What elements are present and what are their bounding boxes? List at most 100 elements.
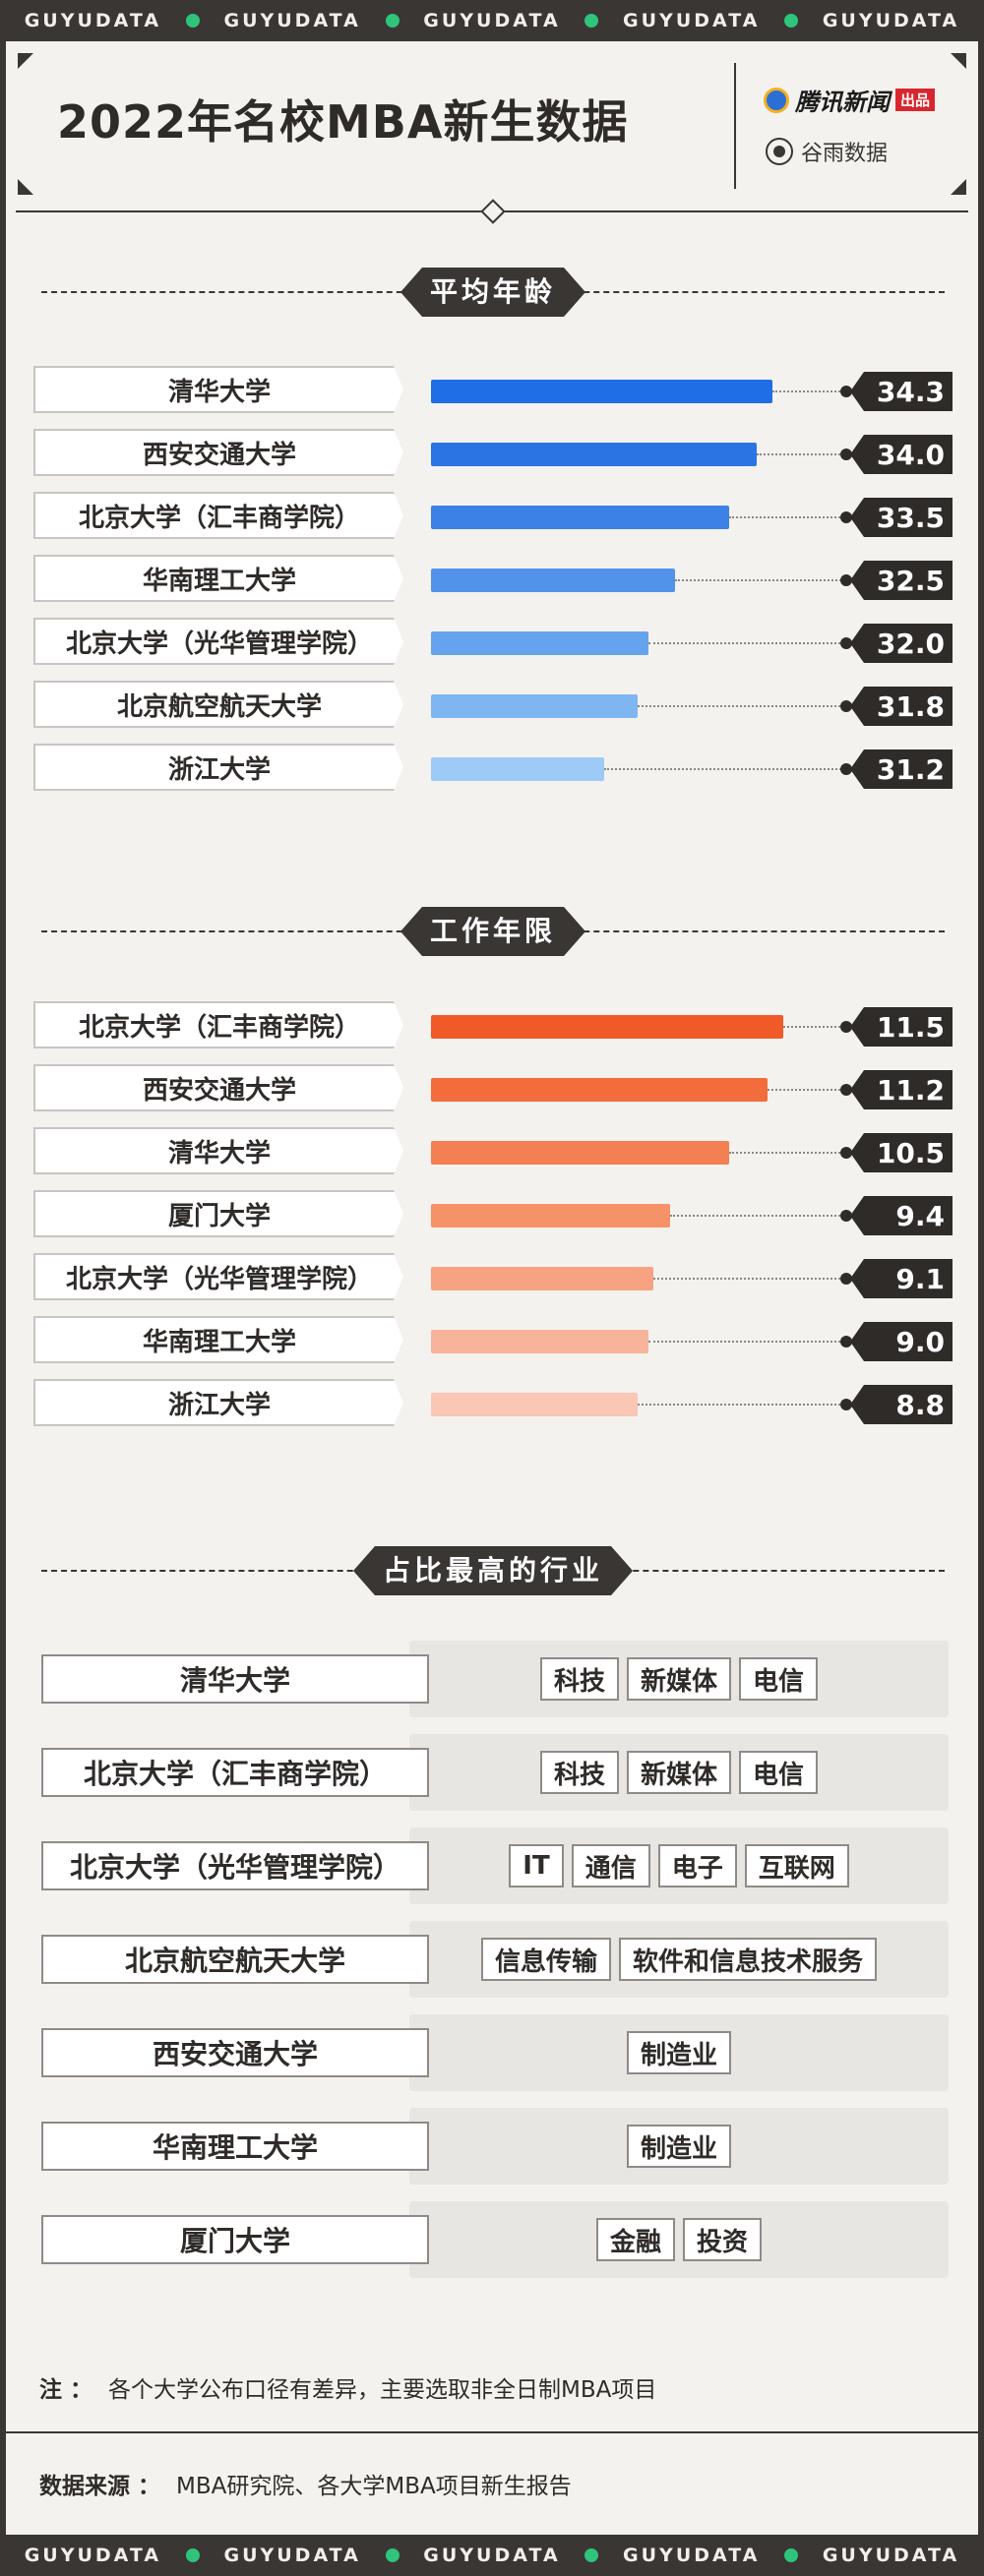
ticker-word: GUYUDATA <box>423 2545 561 2566</box>
leader-dot-icon <box>840 1147 852 1159</box>
industry-chip: 信息传输 <box>480 1938 611 1981</box>
ticker-word: GUYUDATA <box>223 2545 361 2566</box>
industry-chip-group: 金融 投资 <box>409 2215 949 2264</box>
paper: 2022年名校MBA新生数据 腾讯新闻 出品 谷雨数据 平均年龄 清华大学 34.… <box>6 41 978 2535</box>
leader-dot-icon <box>840 1021 852 1033</box>
leader-dot-icon <box>840 511 852 523</box>
brand2-name: 谷雨数据 <box>801 142 889 166</box>
bar-category-label: 北京大学（汇丰商学院） <box>33 1001 403 1048</box>
green-dot-icon <box>185 2548 200 2562</box>
section-age: 平均年龄 <box>41 268 945 317</box>
leader-dot-icon <box>840 637 852 649</box>
section-work-years: 工作年限 <box>41 907 945 956</box>
ticker-top: GUYUDATA GUYUDATA GUYUDATA GUYUDATA GUYUDATA <box>0 0 984 41</box>
bar-row: 浙江大学 31.2 <box>33 744 968 791</box>
brand1-tag: 出品 <box>895 89 936 111</box>
footnote: 注 ： 各个大学公布口径有差异，主要选取非全日制MBA项目 <box>39 2370 656 2404</box>
leader-dot-icon <box>840 386 852 397</box>
header: 2022年名校MBA新生数据 腾讯新闻 出品 谷雨数据 <box>6 41 978 207</box>
leader-line <box>653 1278 844 1280</box>
leader-line <box>783 1026 844 1028</box>
school-label: 清华大学 <box>41 1654 429 1704</box>
bar-value-label: 33.5 <box>850 498 953 537</box>
bar-category-label: 浙江大学 <box>33 744 403 791</box>
school-label: 北京大学（光华管理学院） <box>41 1841 429 1890</box>
bar-value-label: 11.2 <box>850 1070 953 1109</box>
bar-value-label: 8.8 <box>850 1385 953 1424</box>
brand-guyu-data: 谷雨数据 <box>766 136 888 167</box>
leader-dot-icon <box>840 449 852 460</box>
bar <box>431 1267 653 1290</box>
leader-line <box>772 390 844 392</box>
leader-line <box>648 642 844 644</box>
bar-value-label: 32.0 <box>850 624 953 663</box>
green-dot-icon <box>784 14 799 28</box>
industry-chip: 电信 <box>739 1751 819 1794</box>
ticker-word: GUYUDATA <box>423 10 561 31</box>
bar-row: 华南理工大学 32.5 <box>33 555 968 602</box>
bar-category-label: 华南理工大学 <box>33 1316 403 1363</box>
footer-rule <box>6 2431 978 2433</box>
school-label: 北京航空航天大学 <box>41 1935 429 1984</box>
leader-line <box>757 453 844 455</box>
ticker-word: GUYUDATA <box>822 2545 960 2566</box>
bar-value-label: 31.8 <box>850 687 953 726</box>
bar <box>431 1393 638 1416</box>
industry-chip: 软件和信息技术服务 <box>619 1938 878 1981</box>
green-dot-icon <box>385 14 400 28</box>
brand-tencent-news: 腾讯新闻 出品 <box>764 83 936 117</box>
source-label: 数据来源 ： <box>39 2474 161 2499</box>
school-label: 北京大学（汇丰商学院） <box>41 1748 429 1797</box>
data-source: 数据来源 ： MBA研究院、各大学MBA项目新生报告 <box>39 2467 572 2500</box>
section-title: 平均年龄 <box>400 268 585 317</box>
leader-dot-icon <box>840 700 852 712</box>
leader-dot-icon <box>840 763 852 775</box>
bar-category-label: 清华大学 <box>33 1127 403 1174</box>
bar-value-label: 32.5 <box>850 561 953 600</box>
ticker-bottom: GUYUDATA GUYUDATA GUYUDATA GUYUDATA GUYUDATA <box>0 2535 984 2576</box>
bar-category-label: 北京大学（光华管理学院） <box>33 618 403 665</box>
note-label: 注 ： <box>39 2377 93 2403</box>
leader-line <box>675 579 844 581</box>
bar-row: 清华大学 10.5 <box>33 1127 968 1174</box>
bar-row: 北京航空航天大学 31.8 <box>33 681 968 728</box>
industry-chip: 新媒体 <box>626 1751 731 1794</box>
bar <box>431 1015 783 1039</box>
bar-value-label: 9.1 <box>850 1259 953 1298</box>
industry-chip-group: 信息传输 软件和信息技术服务 <box>409 1935 949 1984</box>
industry-chip: 新媒体 <box>626 1657 731 1701</box>
industry-chip: 投资 <box>683 2218 763 2261</box>
leader-dot-icon <box>840 1084 852 1096</box>
leader-dot-icon <box>840 574 852 586</box>
bar <box>431 631 648 655</box>
bar-row: 北京大学（汇丰商学院） 33.5 <box>33 492 968 539</box>
green-dot-icon <box>584 2548 599 2562</box>
tencent-news-logo-icon <box>764 87 789 113</box>
green-dot-icon <box>185 14 200 28</box>
ticker-word: GUYUDATA <box>822 10 960 31</box>
corner-mark <box>18 53 33 69</box>
bar-value-label: 11.5 <box>850 1007 953 1047</box>
leader-dot-icon <box>840 1399 852 1410</box>
leader-line <box>638 1404 844 1406</box>
bar <box>431 380 772 403</box>
bar-row: 华南理工大学 9.0 <box>33 1316 968 1363</box>
leader-line <box>648 1341 844 1343</box>
bar-value-label: 34.0 <box>850 435 953 474</box>
bar <box>431 757 604 781</box>
leader-dot-icon <box>840 1336 852 1348</box>
section-title: 工作年限 <box>400 907 585 956</box>
source-text: MBA研究院、各大学MBA项目新生报告 <box>176 2474 572 2499</box>
bar-row: 北京大学（光华管理学院） 32.0 <box>33 618 968 665</box>
industry-chip: 互联网 <box>744 1844 849 1887</box>
corner-mark <box>18 179 33 195</box>
header-divider <box>734 63 736 189</box>
industry-chip-group: 科技 新媒体 电信 <box>409 1748 949 1797</box>
bar-row: 西安交通大学 34.0 <box>33 429 968 476</box>
industry-chip: IT <box>509 1844 564 1887</box>
bar-category-label: 北京大学（汇丰商学院） <box>33 492 403 539</box>
school-label: 厦门大学 <box>41 2215 429 2264</box>
bar-category-label: 北京大学（光华管理学院） <box>33 1253 403 1300</box>
green-dot-icon <box>584 14 599 28</box>
